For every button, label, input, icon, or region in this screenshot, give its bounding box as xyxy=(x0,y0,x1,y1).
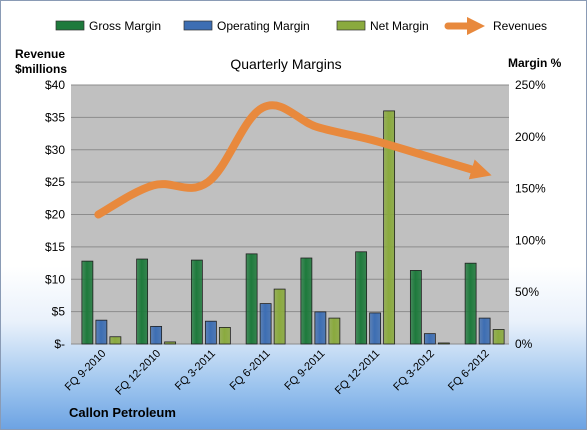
right-tick-label: 250% xyxy=(515,78,546,92)
bar-operating-margin-fq-6-2011 xyxy=(259,303,272,345)
legend-label-operating-margin: Operating Margin xyxy=(217,19,310,33)
bar-operating-margin-fq-6-2012 xyxy=(478,317,491,345)
bar-gross-margin-fq-12-2010 xyxy=(136,258,149,345)
right-axis-ticks: 0% 50% 100% 150% 200% 250% xyxy=(515,78,546,351)
left-tick-label: $- xyxy=(54,337,65,351)
bar-gross-margin-fq-3-2011 xyxy=(190,259,203,345)
legend-label-gross-margin: Gross Margin xyxy=(89,19,161,33)
bar-net-margin-fq-6-2011 xyxy=(273,288,286,345)
bar-operating-margin-fq-3-2012 xyxy=(423,333,436,345)
legend-label-revenues: Revenues xyxy=(493,19,547,33)
bar-net-margin-fq-3-2011 xyxy=(218,327,231,345)
category-label-fq-6-2011: FQ 6-2011 xyxy=(228,348,273,393)
bar-net-margin-fq-9-2011 xyxy=(328,317,341,345)
legend-swatch-operating-margin xyxy=(183,20,213,31)
bar-net-margin-fq-3-2012 xyxy=(437,342,450,345)
left-axis-label-line2: $millions xyxy=(15,62,67,76)
bar-operating-margin-fq-9-2010 xyxy=(95,319,108,345)
left-tick-label: $25 xyxy=(45,175,65,189)
bar-operating-margin-fq-12-2011 xyxy=(369,312,382,345)
category-label-fq-9-2010: FQ 9-2010 xyxy=(63,348,109,394)
category-label-fq-9-2011: FQ 9-2011 xyxy=(282,348,327,393)
bar-operating-margin-fq-3-2011 xyxy=(204,320,217,345)
bar-operating-margin-fq-9-2011 xyxy=(314,311,327,345)
left-tick-label: $15 xyxy=(45,240,65,254)
bar-gross-margin-fq-6-2011 xyxy=(245,253,258,345)
category-label-fq-3-2011: FQ 3-2011 xyxy=(173,348,218,393)
left-axis-label-line1: Revenue xyxy=(15,47,65,61)
chart-title: Quarterly Margins xyxy=(230,56,341,72)
right-tick-label: 50% xyxy=(515,285,539,299)
category-label-fq-6-2012: FQ 6-2012 xyxy=(446,348,492,394)
legend: Gross Margin Operating Margin Net Margin Re… xyxy=(55,16,547,36)
bar-net-margin-fq-9-2010 xyxy=(109,336,122,345)
left-tick-label: $40 xyxy=(45,78,65,92)
left-tick-label: $20 xyxy=(45,208,65,222)
legend-label-net-margin: Net Margin xyxy=(370,19,429,33)
left-axis-ticks: $- $5 $10 $15 $20 $25 $30 $35 $40 xyxy=(45,78,65,351)
category-label-fq-12-2010: FQ 12-2010 xyxy=(113,348,163,398)
right-axis-label: Margin % xyxy=(508,56,562,70)
right-tick-label: 200% xyxy=(515,130,546,144)
bar-gross-margin-fq-9-2011 xyxy=(300,257,313,345)
company-name: Callon Petroleum xyxy=(69,405,176,420)
right-tick-label: 150% xyxy=(515,182,546,196)
revenue-line xyxy=(94,101,492,219)
bar-net-margin-fq-12-2011 xyxy=(383,110,396,345)
plot-area xyxy=(71,84,509,345)
right-tick-label: 0% xyxy=(515,337,533,351)
category-label-fq-3-2012: FQ 3-2012 xyxy=(391,348,437,394)
legend-swatch-net-margin xyxy=(336,20,366,31)
bar-gross-margin-fq-6-2012 xyxy=(464,262,477,345)
left-tick-label: $30 xyxy=(45,143,65,157)
left-tick-label: $5 xyxy=(52,305,66,319)
bar-gross-margin-fq-12-2011 xyxy=(355,251,368,345)
right-tick-label: 100% xyxy=(515,233,546,247)
bar-net-margin-fq-12-2010 xyxy=(164,341,177,345)
bar-gross-margin-fq-3-2012 xyxy=(409,270,422,345)
bar-gross-margin-fq-9-2010 xyxy=(81,260,94,345)
left-tick-label: $10 xyxy=(45,272,65,286)
category-labels: FQ 9-2010 FQ 12-2010 FQ 3-2011 FQ 6-2011 FQ … xyxy=(63,348,492,398)
legend-swatch-gross-margin xyxy=(55,20,85,31)
left-tick-label: $35 xyxy=(45,110,65,124)
category-label-fq-12-2011: FQ 12-2011 xyxy=(333,348,382,397)
bar-operating-margin-fq-12-2010 xyxy=(150,325,163,345)
bar-net-margin-fq-6-2012 xyxy=(492,329,505,345)
